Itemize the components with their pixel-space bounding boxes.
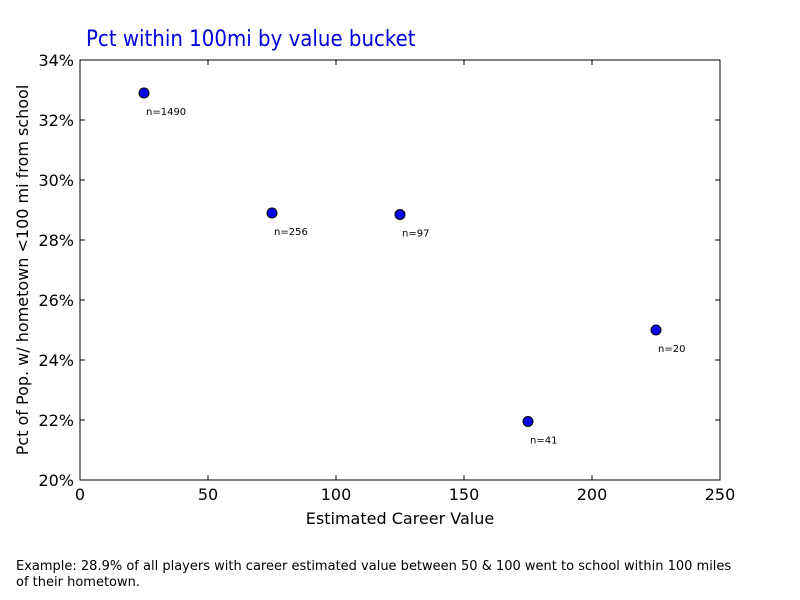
y-tick-label: 28% bbox=[38, 231, 74, 250]
data-point-label: n=1490 bbox=[146, 107, 186, 118]
x-tick-label: 100 bbox=[321, 485, 352, 504]
y-tick-label: 30% bbox=[38, 171, 74, 190]
x-tick-label: 0 bbox=[75, 485, 85, 504]
data-point bbox=[394, 209, 406, 220]
x-tick-label: 200 bbox=[577, 485, 608, 504]
x-tick-label: 250 bbox=[705, 485, 736, 504]
plot-frame bbox=[79, 59, 721, 481]
scatter-chart: Pct within 100mi by value bucket 0 50 100 1… bbox=[13, 27, 735, 528]
y-tick-label: 22% bbox=[38, 411, 74, 430]
chart-title: Pct within 100mi by value bucket bbox=[86, 27, 416, 52]
data-point-label: n=97 bbox=[402, 229, 429, 240]
data-point bbox=[266, 207, 278, 219]
chart-caption: Example: 28.9% of all players with caree… bbox=[16, 559, 732, 590]
y-tick-label: 32% bbox=[38, 111, 74, 130]
y-tick-label: 34% bbox=[38, 51, 74, 70]
x-tick-label: 150 bbox=[449, 485, 480, 504]
x-tick-label: 50 bbox=[198, 485, 218, 504]
data-point bbox=[650, 324, 662, 336]
data-point bbox=[138, 87, 150, 99]
data-point-label: n=20 bbox=[658, 344, 685, 355]
plot-area: 0 50 100 150 200 250 20% 22% 24% 26% 28% 30% 32% 34% n… bbox=[38, 51, 735, 504]
y-tick-label: 26% bbox=[38, 291, 74, 310]
y-tick-label: 24% bbox=[38, 351, 74, 370]
data-point-label: n=256 bbox=[274, 227, 308, 238]
y-axis-label: Pct of Pop. w/ hometown <100 mi from sch… bbox=[13, 85, 32, 456]
x-axis-label: Estimated Career Value bbox=[306, 509, 494, 528]
data-point-label: n=41 bbox=[530, 436, 557, 447]
y-tick-label: 20% bbox=[38, 471, 74, 490]
data-point bbox=[522, 416, 534, 427]
